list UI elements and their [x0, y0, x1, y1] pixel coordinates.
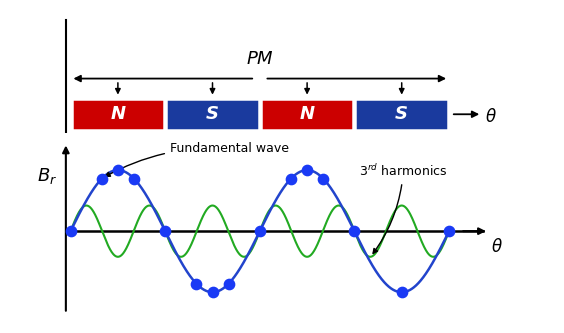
Point	[350, 228, 359, 234]
Text: $B_r$: $B_r$	[37, 166, 57, 186]
Text: S: S	[395, 105, 408, 123]
Bar	[261, 99, 354, 130]
Point	[303, 167, 312, 173]
Point	[319, 176, 328, 181]
Bar	[72, 99, 164, 130]
Point	[98, 176, 107, 181]
Point	[224, 281, 233, 286]
Bar	[166, 99, 259, 130]
Text: Fundamental wave: Fundamental wave	[105, 142, 289, 176]
Text: S: S	[206, 105, 219, 123]
Text: $\theta$: $\theta$	[485, 108, 497, 126]
Text: $3^{rd}$ harmonics: $3^{rd}$ harmonics	[359, 163, 447, 253]
Point	[444, 228, 453, 234]
Point	[161, 228, 170, 234]
Point	[397, 290, 406, 295]
Point	[208, 290, 217, 295]
Text: N: N	[111, 105, 125, 123]
Point	[113, 167, 122, 173]
Text: $\theta$: $\theta$	[491, 238, 503, 256]
Text: $PM$: $PM$	[246, 50, 274, 68]
Point	[66, 228, 75, 234]
Point	[287, 176, 296, 181]
Point	[192, 281, 201, 286]
Point	[255, 228, 265, 234]
Text: N: N	[299, 105, 315, 123]
Point	[130, 176, 139, 181]
Bar	[355, 99, 448, 130]
